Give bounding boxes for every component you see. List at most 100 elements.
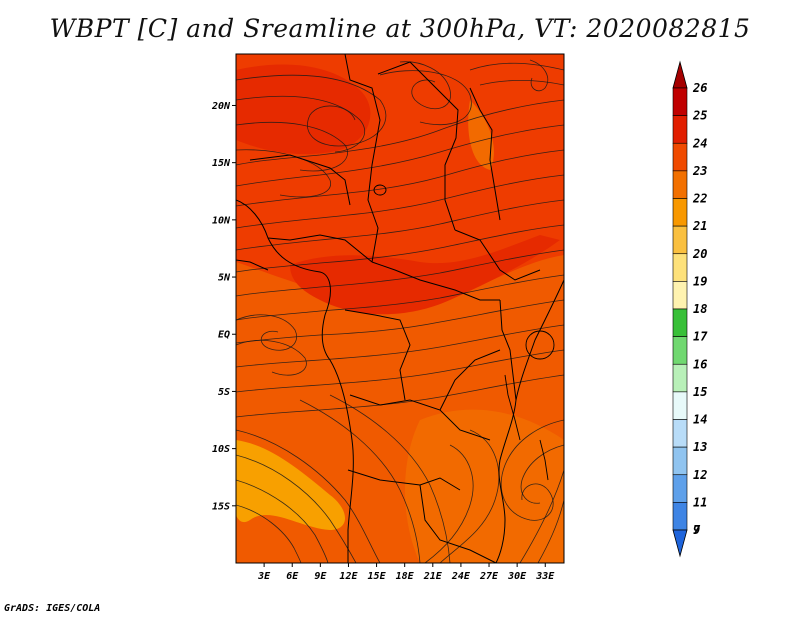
streamline [236,299,564,344]
colorbar-label: 7 [693,523,701,537]
colorbar-segment [672,474,688,503]
footer-credit: GrADS: IGES/COLA [4,603,101,614]
colorbar-segment [672,281,688,310]
streamline [236,324,564,368]
lon-tick-label: 3E [257,571,271,582]
colorbar-segment [672,142,688,172]
lon-tick-label: 33E [535,571,555,582]
streamline [379,70,472,126]
colorbar-label: 13 [693,440,707,454]
colorbar-label: 22 [692,192,707,206]
streamline [236,314,297,351]
border [371,261,500,301]
colorbar-label: 19 [693,274,707,288]
border [267,234,373,263]
border [419,484,497,563]
colorbar-top-arrow [672,60,688,89]
streamline [236,249,564,297]
lon-tick-label: 12E [339,571,358,582]
lon-tick-label: 9E [314,571,327,582]
lon-tick-label: 15E [368,571,387,582]
streamline [236,349,564,393]
streamline [236,504,302,563]
border [377,61,459,231]
lon-tick-label: 24E [451,571,471,582]
colorbar-segment [672,253,688,282]
map-frame [235,53,565,564]
colorbar-label: 26 [692,81,707,95]
streamline [236,174,564,229]
border [236,259,269,271]
streamline [469,62,564,71]
streamline [236,95,366,153]
streamline [439,429,500,563]
colorbar-segment [672,170,688,199]
lake-chad [373,184,387,196]
border [344,309,411,401]
colorbar-label: 11 [693,495,707,509]
colorbar-segment [672,502,688,531]
streamline [479,80,564,86]
colorbar-segment [672,363,688,393]
lon-tick-label: 27E [479,571,499,582]
lon-tick-label: 30E [507,571,527,582]
wbpt-field-24-northwest [236,64,371,155]
lakes [373,184,555,481]
colorbar-label: 20 [692,247,707,261]
lat-tick-label: 10N [212,215,231,226]
streamline [520,444,564,504]
colorbar-label: 24 [692,136,707,150]
streamline [236,479,329,563]
colorbar-segment [672,87,688,116]
latitude-axis: 20N 15N 10N 5N EQ 5S 10S 15S [211,101,236,512]
streamline [236,149,564,207]
lake-tanganyika [504,374,521,441]
colorbar-label: 18 [693,302,707,316]
colorbar-label: 15 [693,385,707,399]
country-borders [236,54,564,563]
colorbar-segment [672,419,688,448]
streamline [424,444,474,563]
colorbar-label: 21 [692,219,707,233]
lon-tick-label: 21E [423,571,443,582]
lat-tick-label: 5S [218,387,230,398]
colorbar-segment [672,446,688,476]
lat-tick-label: 15S [212,501,230,512]
lake-victoria [525,330,555,360]
streamlines [236,59,564,563]
lon-tick-label: 6E [286,571,299,582]
border [439,349,501,411]
border [249,154,351,206]
lake-malawi [539,439,549,481]
colorbar-bottom-arrow [672,529,688,558]
streamline [236,199,564,251]
colorbar-segment [672,336,688,365]
lat-tick-label: EQ [218,330,230,341]
wbpt-field-21-southwest [236,440,345,530]
streamline [236,454,357,563]
colorbar-label: 9 [693,523,700,537]
streamline [236,429,381,563]
colorbar-segment [672,308,688,337]
border [344,54,381,263]
wbpt-field-24-band [290,235,560,315]
colorbar-segment [672,225,688,255]
streamline [236,149,331,198]
streamline [236,124,564,187]
colorbar-segment [672,198,688,227]
east-africa-coastline [495,279,564,563]
lat-tick-label: 5N [218,273,231,284]
streamline [500,419,564,521]
map-panel [236,54,564,563]
streamline [399,61,452,109]
wbpt-field-22-northeast [468,100,494,170]
streamline [236,224,564,273]
streamline [329,394,451,563]
lat-tick-label: 20N [211,101,231,112]
colorbar-label: 12 [693,468,707,482]
chart-title: WBPT [C] and Sreamline at 300hPa, VT: 20… [49,14,751,43]
colorbar-label: 25 [692,109,707,123]
lon-tick-label: 18E [396,571,415,582]
border [454,229,541,281]
